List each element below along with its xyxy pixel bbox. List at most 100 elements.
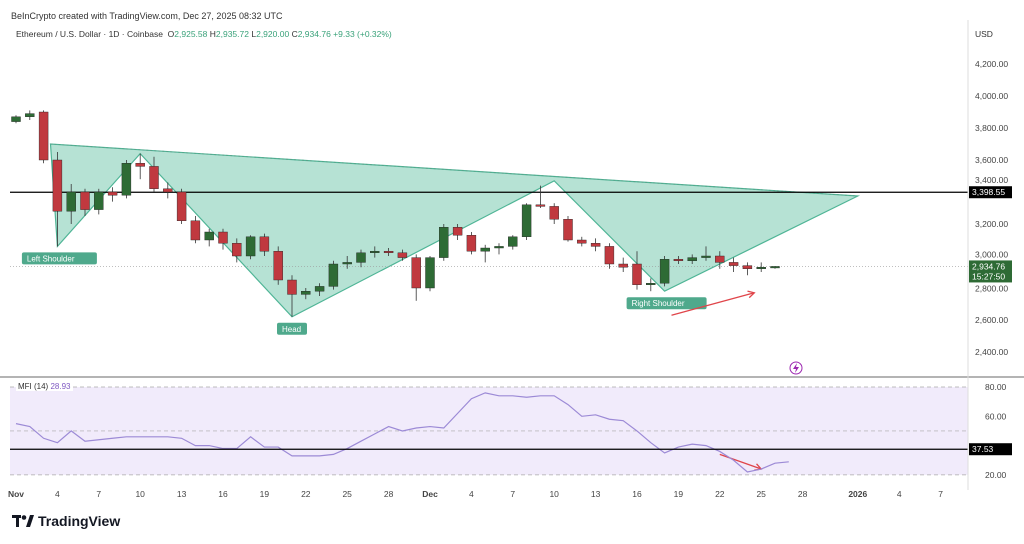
candle-down <box>135 162 145 167</box>
close-value: 2,934.76 <box>297 29 331 39</box>
candle-up <box>328 263 339 287</box>
annotation-label-bg <box>277 322 307 335</box>
date-tick-label: 4 <box>897 489 902 499</box>
candle-up <box>521 204 532 238</box>
last-price-badge <box>969 260 1012 283</box>
candle-up <box>370 250 380 253</box>
mfi-tick-label: 60.00 <box>985 411 1007 421</box>
price-tick-label: 4,000.00 <box>975 91 1008 101</box>
candle-up <box>94 191 104 210</box>
candle-up <box>342 262 352 265</box>
date-tick-label: 25 <box>342 489 352 499</box>
currency-label: USD <box>975 29 993 39</box>
candle-down <box>273 250 283 281</box>
date-tick-label: 19 <box>260 489 270 499</box>
price-tick-label: 3,000.00 <box>975 249 1008 259</box>
price-tick-label: 3,400.00 <box>975 175 1008 185</box>
candle-down <box>287 279 297 295</box>
candle-up <box>245 236 256 257</box>
date-tick-label: 10 <box>549 489 559 499</box>
date-tick-label: 2026 <box>848 489 867 499</box>
candle-up <box>659 259 670 284</box>
mfi-value: 28.93 <box>50 382 71 391</box>
candle-down <box>618 263 628 268</box>
candle-up <box>11 116 21 122</box>
candle-down <box>549 206 559 220</box>
date-tick-label: 16 <box>218 489 228 499</box>
candle-down <box>742 265 753 270</box>
date-tick-label: 22 <box>301 489 311 499</box>
candle-up <box>770 266 780 269</box>
mfi-label: MFI (14) <box>18 382 49 391</box>
price-tick-label: 2,400.00 <box>975 347 1008 357</box>
annotation-label: Right Shoulder <box>632 299 685 308</box>
tradingview-logo[interactable]: TradingView <box>12 513 120 529</box>
last-price-badge-text: 2,934.76 <box>972 261 1005 271</box>
candle-down <box>563 218 573 241</box>
resistance-price-badge-text: 3,398.55 <box>972 187 1005 197</box>
candle-down <box>259 236 270 252</box>
candle-up <box>356 252 366 263</box>
mfi-tick-label: 80.00 <box>985 382 1007 392</box>
candle-down <box>632 263 642 285</box>
lightning-icon-bolt <box>793 363 799 373</box>
mfi-arrow <box>719 453 762 470</box>
candle-down <box>728 262 739 266</box>
candle-down <box>149 166 159 189</box>
date-tick-label: 7 <box>938 489 943 499</box>
annotation-label: Left Shoulder <box>27 254 75 263</box>
candle-up <box>494 246 504 249</box>
candle-down <box>190 220 201 241</box>
date-tick-label: 4 <box>55 489 60 499</box>
date-tick-label: 4 <box>469 489 474 499</box>
date-tick-label: 13 <box>177 489 187 499</box>
candle-up <box>756 267 766 270</box>
price-tick-label: 2,600.00 <box>975 315 1008 325</box>
credit-text: BeInCrypto created with TradingView.com,… <box>11 11 283 21</box>
candle-down <box>107 191 118 196</box>
candle-up <box>508 236 518 247</box>
resistance-price-badge <box>969 186 1012 199</box>
open-label: O <box>167 29 175 39</box>
candle-down <box>176 191 187 221</box>
symbol-label: Ethereum / U.S. Dollar · 1D · Coinbase <box>16 29 163 39</box>
candle-down <box>38 111 49 161</box>
date-tick-label: 13 <box>591 489 601 499</box>
candle-up <box>301 291 311 295</box>
candle-down <box>535 204 546 207</box>
candle-down <box>52 159 63 212</box>
annotation-label: Head <box>282 325 301 334</box>
date-tick-label: 7 <box>510 489 515 499</box>
date-tick-label: 16 <box>632 489 642 499</box>
ohlc-legend: Ethereum / U.S. Dollar · 1D · Coinbase O… <box>16 29 392 39</box>
candle-down <box>673 259 684 262</box>
candle-down <box>590 242 601 247</box>
open-value: 2,925.58 <box>174 29 208 39</box>
price-tick-label: 2,800.00 <box>975 283 1008 293</box>
date-tick-label: 28 <box>798 489 808 499</box>
candle-down <box>397 252 408 258</box>
candle-up <box>121 162 132 196</box>
candle-down <box>452 226 463 236</box>
date-tick-label: Nov <box>8 489 24 499</box>
candle-up <box>439 226 449 258</box>
candle-down <box>218 231 228 244</box>
candle-up <box>204 231 214 241</box>
candle-down <box>383 250 394 253</box>
candle-up <box>425 257 435 289</box>
mfi-tick-label: 20.00 <box>985 470 1007 480</box>
mfi-legend: MFI (14) 28.93 <box>16 382 73 391</box>
last-price-badge-text: 15:27:50 <box>972 271 1005 281</box>
close-label: C <box>291 29 298 39</box>
price-tick-label: 4,200.00 <box>975 59 1008 69</box>
candle-up <box>480 247 490 252</box>
candle-down <box>715 255 725 263</box>
change-value: +9.33 (+0.32%) <box>333 29 392 39</box>
high-value: 2,935.72 <box>215 29 249 39</box>
price-tick-label: 3,200.00 <box>975 219 1008 229</box>
candle-down <box>604 246 615 265</box>
candle-down <box>163 188 173 193</box>
low-label: L <box>251 29 257 39</box>
